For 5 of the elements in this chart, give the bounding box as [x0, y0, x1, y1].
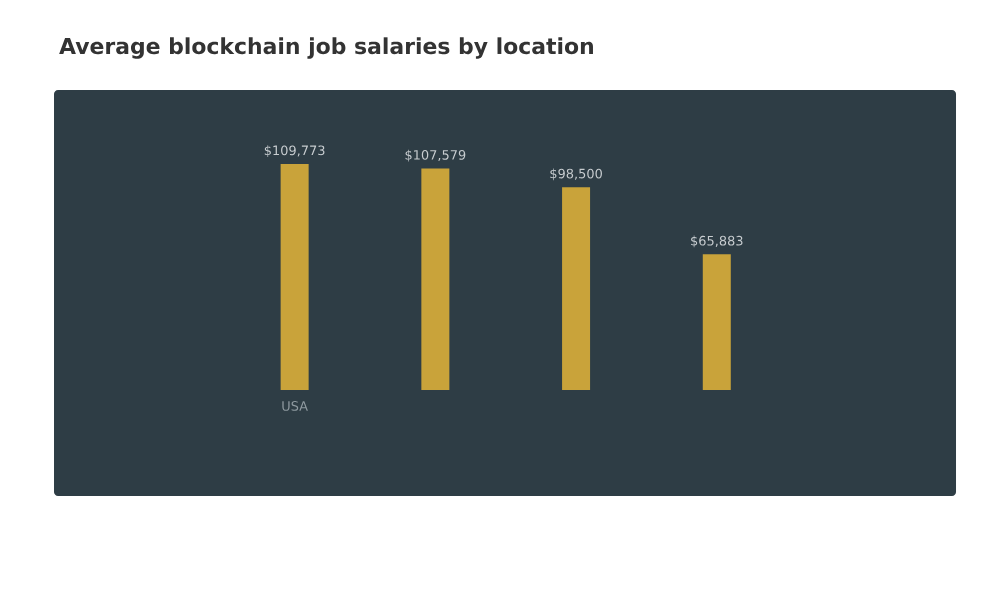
bar	[421, 168, 450, 390]
bar	[562, 187, 591, 390]
bar	[702, 254, 731, 390]
chart-title: Average blockchain job salaries by location	[59, 37, 593, 59]
bar	[280, 163, 309, 390]
